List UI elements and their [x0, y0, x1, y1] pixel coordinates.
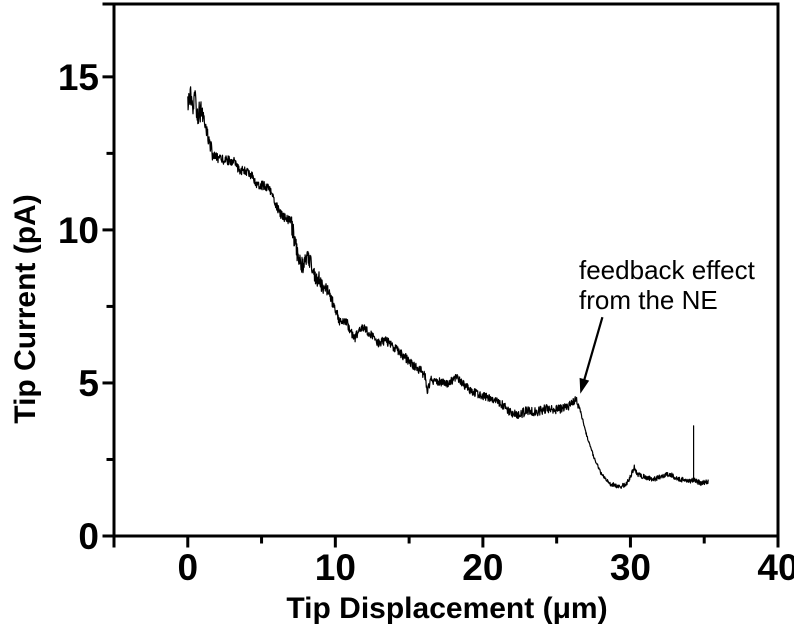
- x-tick-label-20: 20: [462, 547, 503, 588]
- annotation-line-1: feedback effect: [579, 255, 755, 285]
- annotation-line-2: from the NE: [579, 285, 718, 315]
- y-tick-label-15: 15: [58, 57, 99, 98]
- annotation-feedback-effect: feedback effect from the NE: [579, 255, 755, 315]
- x-tick-label-10: 10: [315, 547, 356, 588]
- y-tick-label-5: 5: [78, 363, 99, 404]
- data-trace: [187, 86, 709, 489]
- x-tick-label-40: 40: [757, 547, 794, 588]
- x-tick-label-0: 0: [177, 547, 198, 588]
- x-tick-label-30: 30: [610, 547, 651, 588]
- annotation-arrowhead: [579, 377, 590, 394]
- x-axis-title: Tip Displacement (μm): [286, 592, 608, 625]
- plot-frame: [112, 2, 780, 538]
- y-tick-label-0: 0: [78, 516, 99, 557]
- annotation-arrow-line: [581, 316, 604, 387]
- y-axis-title: Tip Current (pA): [9, 194, 42, 424]
- y-tick-label-10: 10: [58, 210, 99, 251]
